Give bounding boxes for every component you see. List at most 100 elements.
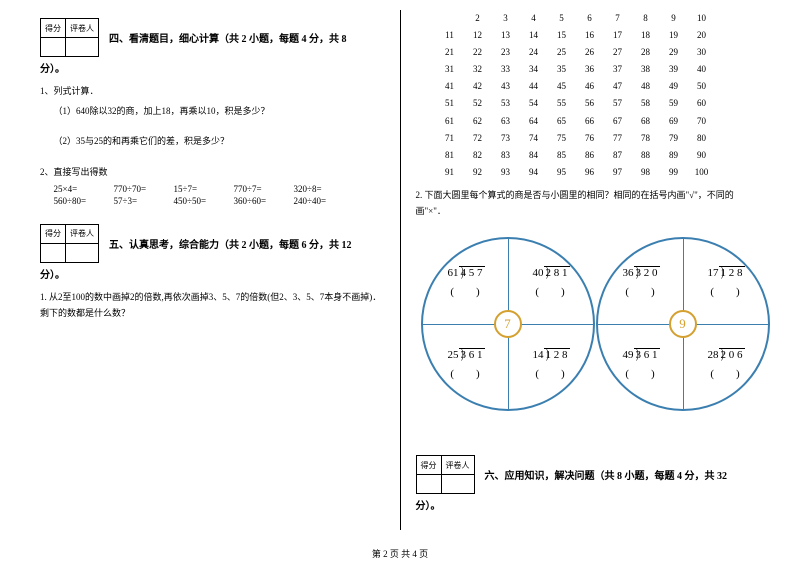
grader-label: 评卷人 xyxy=(66,19,99,38)
grid-num: 61 xyxy=(436,113,464,130)
grid-num: 10 xyxy=(688,10,716,27)
grid-num: 69 xyxy=(660,113,688,130)
dividend: 1 2 8 xyxy=(544,348,570,361)
grid-num: 2 xyxy=(464,10,492,27)
calc-cell: 240÷40= xyxy=(294,196,354,206)
grid-num: 7 xyxy=(604,10,632,27)
grid-num: 38 xyxy=(632,61,660,78)
calc-cell: 770÷70= xyxy=(114,184,174,194)
paren: ( ) xyxy=(423,365,508,381)
grid-num: 62 xyxy=(464,113,492,130)
section-5-title: 五、认真思考，综合能力（共 2 小题，每题 6 分，共 12 xyxy=(109,236,352,251)
grid-num: 45 xyxy=(548,78,576,95)
grid-num: 86 xyxy=(576,147,604,164)
calc-cell: 450÷50= xyxy=(174,196,234,206)
dividend: 4 5 7 xyxy=(459,266,485,279)
divisor: 14 xyxy=(533,349,544,361)
grid-num: 31 xyxy=(436,61,464,78)
quad-c1-3: 253 6 1( ) xyxy=(423,349,508,381)
grid-num: 81 xyxy=(436,147,464,164)
grid-num: 17 xyxy=(604,27,632,44)
grid-num: 57 xyxy=(604,95,632,112)
score-label: 得分 xyxy=(41,224,66,243)
grid-num: 82 xyxy=(464,147,492,164)
grid-num: 14 xyxy=(520,27,548,44)
paren: ( ) xyxy=(683,365,768,381)
grid-num: 72 xyxy=(464,130,492,147)
grid-num: 47 xyxy=(604,78,632,95)
grid-num: 43 xyxy=(492,78,520,95)
section-5-header: 得分评卷人 五、认真思考，综合能力（共 2 小题，每题 6 分，共 12 xyxy=(40,224,385,263)
right-column: 2345678910111213141516171819202122232425… xyxy=(401,10,761,530)
paren: ( ) xyxy=(508,365,593,381)
circles-container: 614 5 7( ) 402 8 1( ) 253 6 1( ) 141 2 8… xyxy=(416,227,761,437)
grid-num: 96 xyxy=(576,164,604,181)
grid-num: 21 xyxy=(436,44,464,61)
grid-num: 91 xyxy=(436,164,464,181)
grid-num: 4 xyxy=(520,10,548,27)
grid-num: 67 xyxy=(604,113,632,130)
grid-num: 24 xyxy=(520,44,548,61)
dividend: 3 2 0 xyxy=(634,266,660,279)
grid-num: 42 xyxy=(464,78,492,95)
grader-label: 评卷人 xyxy=(441,456,474,475)
grid-num: 26 xyxy=(576,44,604,61)
circle-2: 363 2 0( ) 171 2 8( ) 493 6 1( ) 282 0 6… xyxy=(596,237,770,411)
grid-num: 92 xyxy=(464,164,492,181)
grid-num: 93 xyxy=(492,164,520,181)
q1a: （1）640除以32的商，加上18，再乘以10，积是多少？ xyxy=(40,103,385,119)
score-label: 得分 xyxy=(416,456,441,475)
grid-num: 5 xyxy=(548,10,576,27)
section-4-title: 四、看清题目，细心计算（共 2 小题，每题 4 分，共 8 xyxy=(109,30,347,45)
q1-title: 1、列式计算． xyxy=(40,83,385,99)
calc-cell: 25×4= xyxy=(54,184,114,194)
right-q2: 2. 下面大圆里每个算式的商是否与小圆里的相同？相同的在括号内画"√"，不同的画… xyxy=(416,187,761,219)
grid-num: 68 xyxy=(632,113,660,130)
grid-num: 95 xyxy=(548,164,576,181)
grid-num: 37 xyxy=(604,61,632,78)
grid-num: 16 xyxy=(576,27,604,44)
grid-num: 85 xyxy=(548,147,576,164)
grid-num: 32 xyxy=(464,61,492,78)
grid-num: 80 xyxy=(688,130,716,147)
section-4-cont: 分）。 xyxy=(40,61,385,79)
grid-num: 36 xyxy=(576,61,604,78)
grid-num: 77 xyxy=(604,130,632,147)
grid-num: 70 xyxy=(688,113,716,130)
grid-num: 3 xyxy=(492,10,520,27)
grid-num: 15 xyxy=(548,27,576,44)
grid-num: 19 xyxy=(660,27,688,44)
divisor: 36 xyxy=(623,267,634,279)
quad-c2-4: 282 0 6 ( ) xyxy=(683,349,768,381)
calc-cell: 560÷80= xyxy=(54,196,114,206)
grid-num: 73 xyxy=(492,130,520,147)
divisor: 28 xyxy=(708,349,719,361)
grid-num: 56 xyxy=(576,95,604,112)
dividend: 2 8 1 xyxy=(544,266,570,279)
grid-num: 58 xyxy=(632,95,660,112)
score-box-4: 得分评卷人 xyxy=(40,18,99,57)
grid-num: 64 xyxy=(520,113,548,130)
grid-num: 78 xyxy=(632,130,660,147)
grid-num: 20 xyxy=(688,27,716,44)
page-footer: 第 2 页 共 4 页 xyxy=(0,547,800,560)
center-circle-1: 7 xyxy=(494,310,522,338)
divisor: 25 xyxy=(448,349,459,361)
paren: ( ) xyxy=(508,283,593,299)
grid-num: 71 xyxy=(436,130,464,147)
calc-row-1: 25×4= 770÷70= 15÷7= 770÷7= 320÷8= xyxy=(54,184,385,194)
grid-num: 39 xyxy=(660,61,688,78)
grid-num: 33 xyxy=(492,61,520,78)
divisor: 40 xyxy=(533,267,544,279)
grid-num: 63 xyxy=(492,113,520,130)
grid-num: 60 xyxy=(688,95,716,112)
grid-num: 9 xyxy=(660,10,688,27)
dividend: 2 0 6 xyxy=(719,348,745,361)
grid-num: 28 xyxy=(632,44,660,61)
dividend: 3 6 1 xyxy=(634,348,660,361)
paren: ( ) xyxy=(423,283,508,299)
grid-num: 83 xyxy=(492,147,520,164)
divisor: 61 xyxy=(448,267,459,279)
grid-num: 46 xyxy=(576,78,604,95)
grid-num: 87 xyxy=(604,147,632,164)
